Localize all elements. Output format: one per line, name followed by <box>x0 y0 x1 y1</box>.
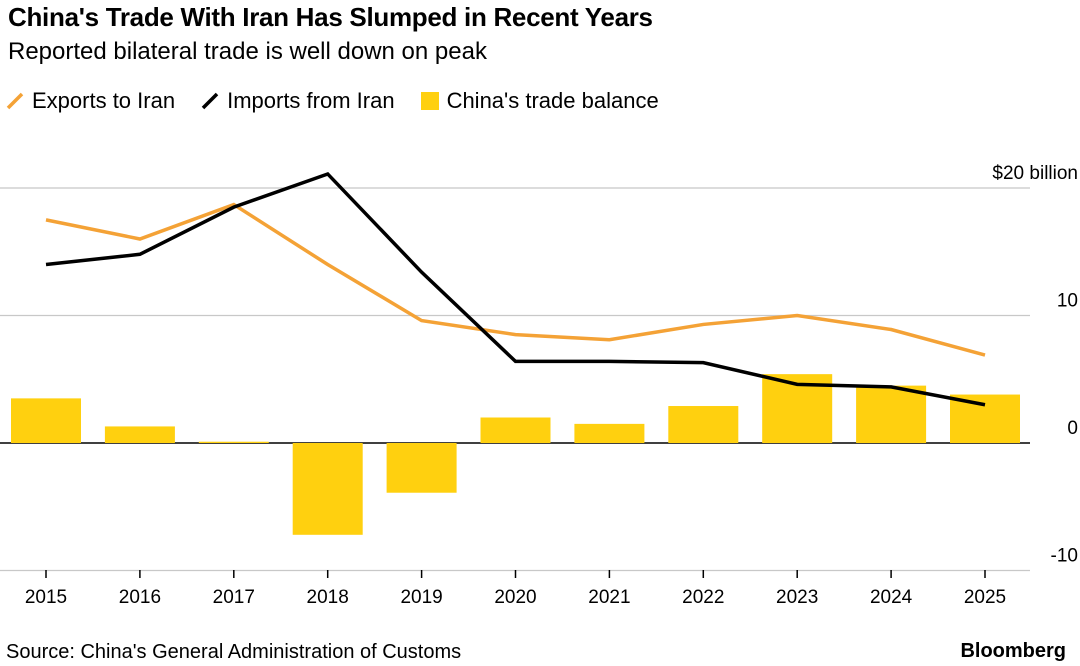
x-tick-label: 2016 <box>119 587 161 608</box>
y-tick-label: 10 <box>1057 291 1078 312</box>
balance-bar <box>480 417 551 443</box>
legend-item-exports: Exports to Iran <box>6 88 175 114</box>
chart-subtitle: Reported bilateral trade is well down on… <box>8 38 487 65</box>
x-tick-label: 2024 <box>870 587 913 608</box>
y-tick-label: -10 <box>1051 546 1078 567</box>
balance-bar <box>856 385 927 443</box>
imports-line <box>45 171 986 407</box>
balance-bar <box>386 443 457 493</box>
chart-title: China's Trade With Iran Has Slumped in R… <box>8 2 653 32</box>
x-tick-label: 2015 <box>25 587 67 608</box>
balance-bar <box>292 443 363 535</box>
x-tick-label: 2020 <box>494 587 536 608</box>
balance-bar <box>668 406 739 443</box>
legend-item-balance: China's trade balance <box>420 88 659 114</box>
legend-label-imports: Imports from Iran <box>227 88 395 113</box>
x-tick-label: 2025 <box>964 587 1006 608</box>
x-tick-label: 2018 <box>307 587 349 608</box>
legend-swatch-exports <box>6 92 24 110</box>
x-tick-label: 2019 <box>400 587 442 608</box>
chart-legend: Exports to Iran Imports from Iran China'… <box>6 86 685 116</box>
x-tick-label: 2017 <box>213 587 255 608</box>
balance-bar <box>574 423 645 443</box>
legend-swatch-balance <box>420 92 439 110</box>
exports-line <box>45 202 986 357</box>
brand-logo: Bloomberg <box>960 640 1066 662</box>
balance-bar <box>11 398 81 443</box>
source-note: Source: China's General Administration o… <box>6 641 462 663</box>
balance-bar <box>104 426 175 443</box>
y-tick-label: $20 billion <box>992 163 1078 184</box>
legend-swatch-imports <box>201 92 219 110</box>
legend-label-balance: China's trade balance <box>446 88 659 113</box>
legend-label-exports: Exports to Iran <box>32 88 176 113</box>
balance-bar <box>198 441 269 443</box>
legend-item-imports: Imports from Iran <box>201 88 395 114</box>
x-tick-label: 2022 <box>682 587 724 608</box>
balance-bar <box>950 394 1020 443</box>
y-tick-label: 0 <box>1067 418 1078 439</box>
x-tick-label: 2021 <box>588 587 630 608</box>
x-tick-label: 2023 <box>776 587 818 608</box>
